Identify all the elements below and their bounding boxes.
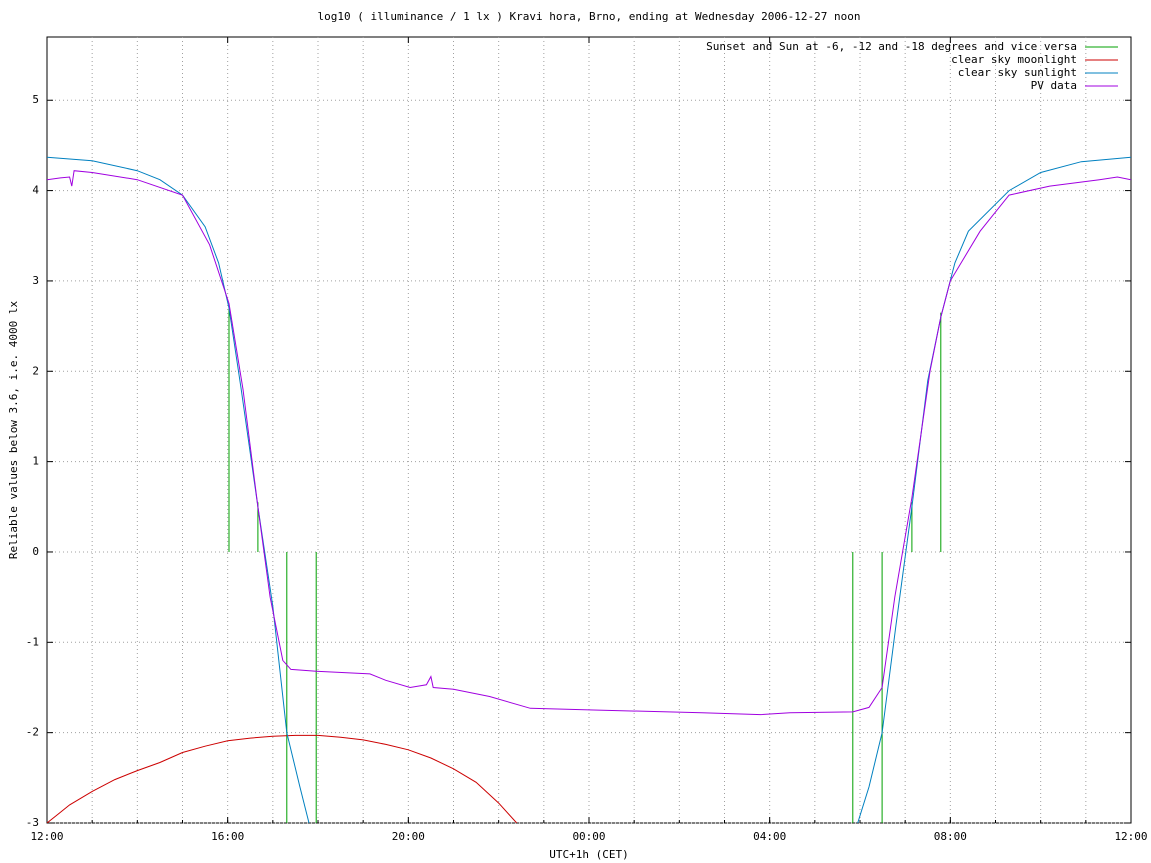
series-line: [47, 734, 518, 823]
legend-label: PV data: [1031, 79, 1077, 92]
y-tick-label: 3: [32, 274, 39, 287]
series-line: [228, 308, 942, 823]
y-tick-label: 4: [32, 184, 39, 197]
y-tick-label: 1: [32, 455, 39, 468]
x-tick-label: 16:00: [211, 830, 244, 843]
legend-label: clear sky sunlight: [958, 66, 1077, 79]
legend-label: clear sky moonlight: [951, 53, 1077, 66]
x-tick-label: 12:00: [30, 830, 63, 843]
y-tick-label: -1: [26, 635, 39, 648]
x-tick-label: 08:00: [934, 830, 967, 843]
y-axis-label: Reliable values below 3.6, i.e. 4000 lx: [7, 300, 20, 559]
legend-label: Sunset and Sun at -6, -12 and -18 degree…: [706, 40, 1077, 53]
plot-area: [47, 156, 1131, 823]
series-line: [47, 170, 1131, 716]
x-tick-label: 12:00: [1114, 830, 1147, 843]
x-axis-label: UTC+1h (CET): [549, 848, 628, 861]
chart-title: log10 ( illuminance / 1 lx ) Kravi hora,…: [317, 10, 860, 23]
y-tick-label: 5: [32, 93, 39, 106]
x-tick-label: 04:00: [753, 830, 786, 843]
y-tick-label: 0: [32, 545, 39, 558]
y-tick-label: 2: [32, 364, 39, 377]
y-tick-label: -2: [26, 726, 39, 739]
y-tick-label: -3: [26, 816, 39, 829]
x-tick-label: 20:00: [392, 830, 425, 843]
x-tick-label: 00:00: [572, 830, 605, 843]
